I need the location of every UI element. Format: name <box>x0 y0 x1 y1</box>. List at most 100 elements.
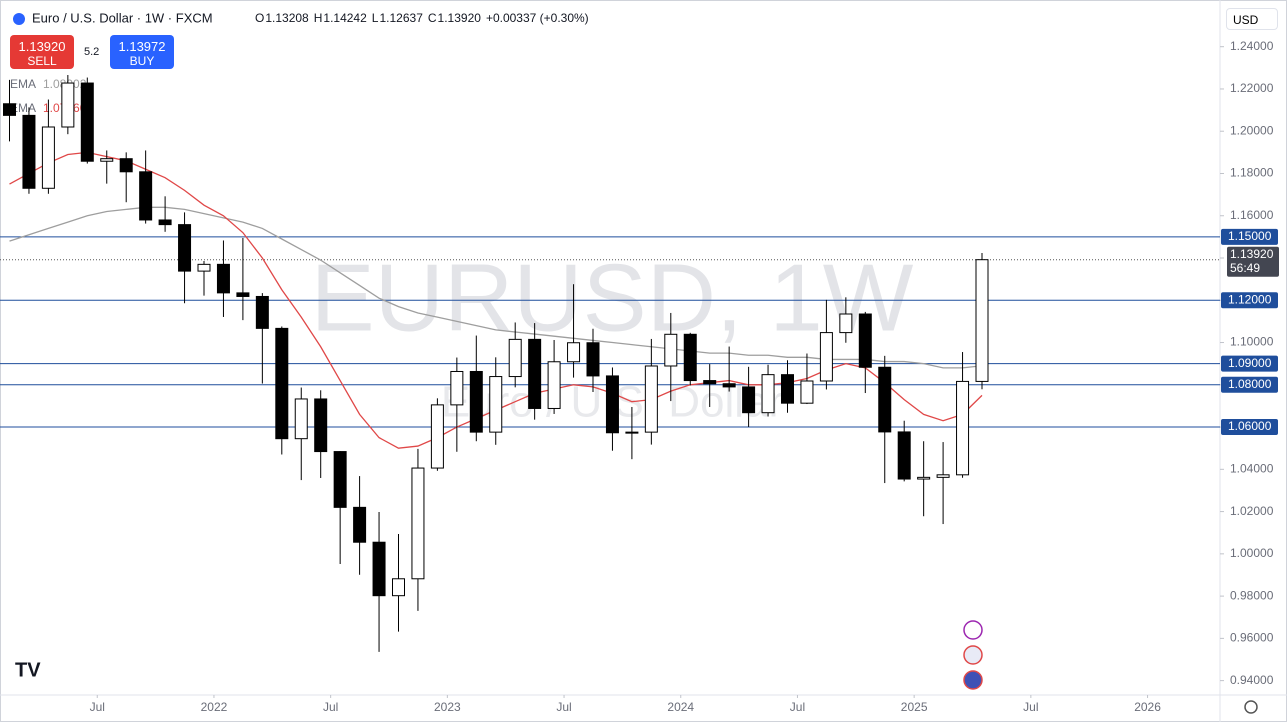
y-tick-label: 1.24000 <box>1230 39 1274 53</box>
ohlc-value: 1.13920 <box>438 11 482 25</box>
sell-button[interactable]: 1.13920 SELL <box>10 35 74 69</box>
candle-body <box>528 338 542 409</box>
y-tick-label: 0.98000 <box>1230 588 1274 602</box>
change: +0.00337 (+0.30%) <box>486 11 589 25</box>
currency-select[interactable]: USD <box>1226 8 1278 30</box>
event-icon[interactable] <box>963 670 983 690</box>
candle-body <box>411 467 425 580</box>
x-tick-label: Jul <box>90 700 105 714</box>
y-tick-label: 0.96000 <box>1230 631 1274 645</box>
candle-body <box>236 292 250 297</box>
candle-body <box>489 376 503 433</box>
candle-body <box>178 224 192 272</box>
x-tick-label: 2022 <box>201 700 228 714</box>
level-label: 1.12000 <box>1228 292 1272 306</box>
legend-name: EMA <box>10 101 36 115</box>
candle-body <box>703 380 717 385</box>
x-tick-label: 2026 <box>1134 700 1161 714</box>
candle-body <box>936 474 950 478</box>
x-tick-label: Jul <box>790 700 805 714</box>
last-price-label: 1.13920 <box>1230 247 1274 261</box>
candle-body <box>333 451 347 508</box>
candle-body <box>100 158 114 162</box>
candle-body <box>683 333 697 382</box>
y-tick-label: 1.16000 <box>1230 208 1274 222</box>
x-tick-label: Jul <box>1023 700 1038 714</box>
y-tick-label: 1.02000 <box>1230 504 1274 518</box>
event-icon[interactable] <box>963 620 983 640</box>
candle-body <box>430 404 444 469</box>
candle-body <box>722 383 736 388</box>
candle-body <box>139 171 153 221</box>
candle-body <box>761 374 775 414</box>
level-label: 1.09000 <box>1228 356 1272 370</box>
candle-body <box>353 506 367 543</box>
y-tick-label: 0.94000 <box>1230 673 1274 687</box>
candle-body <box>956 380 970 476</box>
last-price-tag <box>1227 246 1279 277</box>
candle-body <box>41 126 55 189</box>
y-tick-label: 1.10000 <box>1230 335 1274 349</box>
candle-body <box>586 342 600 377</box>
candle-body <box>975 259 989 382</box>
ohlc-key: H <box>314 11 323 25</box>
sell-label: SELL <box>27 54 57 68</box>
y-tick-label: 1.18000 <box>1230 166 1274 180</box>
ohlc-key: C <box>428 11 437 25</box>
x-tick-label: 2023 <box>434 700 461 714</box>
candle-body <box>878 366 892 433</box>
y-tick-label: 1.22000 <box>1230 81 1274 95</box>
candle-body <box>781 374 794 404</box>
buy-price: 1.13972 <box>118 39 166 54</box>
logo: TV <box>15 659 41 681</box>
candle-body <box>508 338 522 378</box>
candle-body <box>294 398 308 440</box>
candle-body <box>858 313 872 368</box>
ohlc-value: 1.14242 <box>323 11 367 25</box>
x-tick-label: Jul <box>323 700 338 714</box>
symbol-icon <box>13 13 25 25</box>
candle-body <box>547 361 561 409</box>
candle-body <box>664 333 678 367</box>
candle-body <box>742 386 756 414</box>
level-tag <box>1221 228 1278 245</box>
level-label: 1.15000 <box>1228 229 1272 243</box>
level-label: 1.06000 <box>1228 419 1272 433</box>
candle-body <box>61 82 75 128</box>
candle-body <box>3 103 16 116</box>
candle-body <box>372 541 386 597</box>
candle-body <box>800 380 814 404</box>
candle-body <box>917 476 931 480</box>
countdown: 56:49 <box>1230 261 1260 275</box>
candle-body <box>216 263 230 294</box>
candle-body <box>119 158 133 173</box>
candle-body <box>605 375 619 434</box>
spread: 5.2 <box>84 46 100 58</box>
candle-body <box>275 327 289 440</box>
ohlc-value: 1.12637 <box>379 11 423 25</box>
ohlc-value: 1.13208 <box>265 11 309 25</box>
event-icon[interactable] <box>963 645 983 665</box>
sell-price: 1.13920 <box>18 39 66 54</box>
settings-icon[interactable] <box>1244 700 1258 714</box>
y-tick-label: 1.00000 <box>1230 546 1274 560</box>
level-tag <box>1221 419 1278 436</box>
candle-body <box>314 398 328 453</box>
candle-body <box>255 295 269 329</box>
candle-body <box>469 370 483 433</box>
candle-body <box>819 332 833 382</box>
candle-body <box>567 342 581 363</box>
candle-body <box>80 82 94 162</box>
ohlc-key: O <box>255 11 264 25</box>
candle-body <box>644 365 658 433</box>
level-tag <box>1221 292 1278 309</box>
y-tick-label: 1.20000 <box>1230 123 1274 137</box>
ohlc-key: L <box>372 11 379 25</box>
level-tag <box>1221 376 1278 393</box>
chart-title: Euro / U.S. Dollar · 1W · FXCM <box>32 10 213 25</box>
buy-button[interactable]: 1.13972 BUY <box>110 35 174 69</box>
legend-name: EMA <box>10 77 36 91</box>
candle-body <box>158 219 172 226</box>
